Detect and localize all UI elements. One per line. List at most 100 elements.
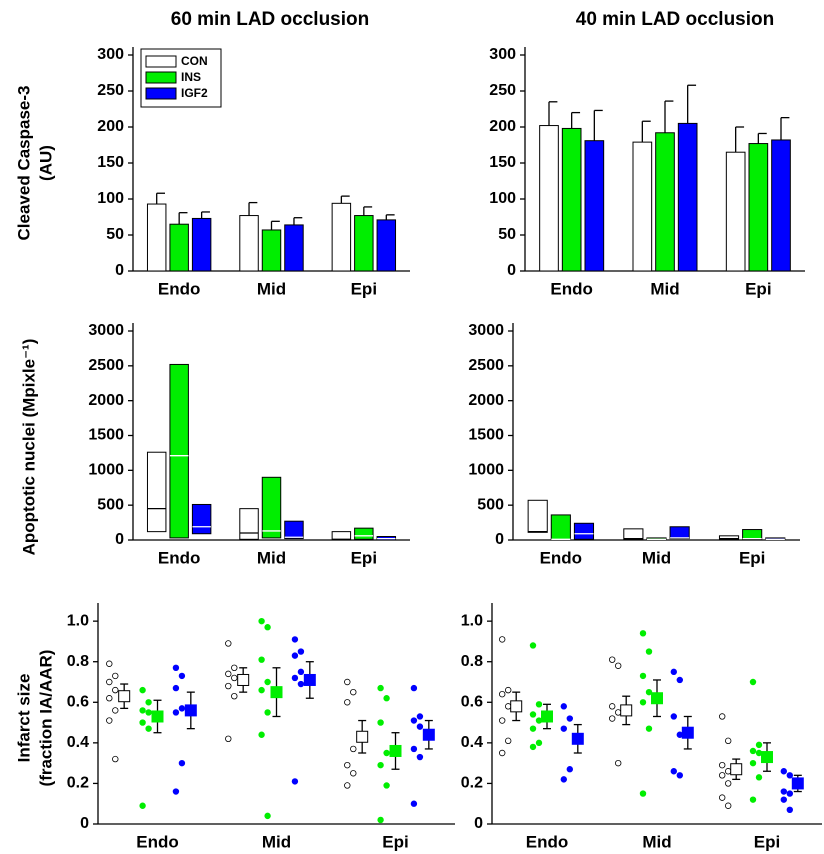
mean-marker bbox=[571, 732, 584, 745]
data-point bbox=[172, 709, 180, 716]
legend-swatch bbox=[145, 55, 177, 68]
y-tick-label: 1.0 bbox=[67, 612, 89, 629]
data-point bbox=[786, 790, 793, 797]
x-tick-label: Mid bbox=[650, 279, 679, 298]
range-bar bbox=[623, 528, 644, 540]
range-bar bbox=[669, 526, 690, 540]
y-tick-label: 2500 bbox=[88, 357, 124, 374]
panel-title: 40 min LAD occlusion bbox=[576, 9, 774, 30]
mean-marker bbox=[541, 710, 553, 723]
bar bbox=[539, 125, 559, 272]
data-point bbox=[645, 688, 653, 696]
data-point bbox=[297, 680, 305, 688]
data-point bbox=[178, 705, 186, 712]
data-point bbox=[112, 707, 119, 714]
y-tick-label: 0 bbox=[115, 531, 124, 548]
data-point bbox=[383, 695, 390, 702]
data-point bbox=[264, 812, 271, 820]
data-point bbox=[112, 755, 119, 763]
x-tick-label: Epi bbox=[382, 832, 408, 851]
y-tick-label: 0 bbox=[474, 815, 483, 832]
data-point bbox=[670, 768, 677, 775]
x-tick-label: Endo bbox=[136, 832, 179, 851]
data-point bbox=[344, 782, 351, 789]
mean-marker bbox=[761, 751, 773, 764]
data-point bbox=[297, 648, 305, 655]
data-point bbox=[529, 743, 537, 751]
panel-title: 60 min LAD occlusion bbox=[171, 9, 369, 30]
data-point bbox=[609, 715, 616, 722]
bar bbox=[677, 122, 698, 272]
range-bar bbox=[284, 520, 304, 540]
mean-marker bbox=[237, 673, 250, 686]
range-bar bbox=[239, 508, 259, 540]
y-tick-label: 0 bbox=[80, 815, 89, 832]
data-point bbox=[719, 761, 726, 769]
legend-label: IGF2 bbox=[181, 86, 208, 100]
y-tick-label: 150 bbox=[97, 154, 124, 171]
mean-marker bbox=[270, 686, 283, 699]
data-point bbox=[749, 747, 757, 755]
data-point bbox=[505, 703, 512, 710]
mean-marker bbox=[151, 710, 164, 723]
data-point bbox=[377, 684, 384, 692]
range-bar bbox=[550, 514, 571, 541]
y-tick-label: 1.0 bbox=[461, 612, 483, 629]
mean-marker bbox=[389, 744, 402, 757]
x-tick-label: Epi bbox=[351, 548, 377, 567]
bar bbox=[261, 229, 282, 272]
data-point bbox=[529, 642, 537, 649]
data-point bbox=[291, 778, 299, 785]
data-point bbox=[529, 725, 537, 732]
data-point bbox=[264, 678, 271, 686]
bar bbox=[584, 140, 605, 272]
y-tick-label: 0 bbox=[507, 262, 516, 279]
data-point bbox=[535, 739, 543, 747]
range-bar bbox=[573, 522, 595, 540]
x-tick-label: Endo bbox=[526, 832, 569, 851]
data-point bbox=[291, 674, 299, 682]
y-tick-label: 2500 bbox=[468, 357, 504, 374]
data-point bbox=[231, 674, 238, 682]
data-point bbox=[615, 759, 622, 767]
data-point bbox=[264, 624, 271, 631]
data-point bbox=[145, 725, 152, 732]
data-point bbox=[297, 668, 305, 676]
y-axis-label: (AU) bbox=[36, 145, 55, 181]
y-tick-label: 300 bbox=[97, 46, 124, 63]
y-tick-label: 50 bbox=[498, 226, 516, 243]
data-point bbox=[499, 749, 506, 757]
y-tick-label: 1000 bbox=[88, 462, 124, 479]
data-point bbox=[786, 772, 793, 779]
data-point bbox=[645, 725, 653, 732]
data-point bbox=[780, 768, 787, 775]
data-point bbox=[172, 788, 180, 795]
data-point bbox=[529, 711, 537, 718]
y-tick-label: 0.8 bbox=[461, 653, 483, 670]
data-point bbox=[755, 749, 763, 757]
data-point bbox=[145, 699, 152, 706]
data-point bbox=[615, 662, 622, 669]
legend-swatch bbox=[145, 71, 177, 84]
data-point bbox=[225, 640, 232, 647]
y-tick-label: 250 bbox=[489, 82, 516, 99]
bar bbox=[725, 151, 746, 272]
data-point bbox=[350, 770, 357, 777]
data-point bbox=[145, 709, 152, 716]
bar bbox=[169, 223, 189, 272]
data-point bbox=[383, 749, 390, 757]
data-point bbox=[258, 617, 265, 625]
y-tick-label: 500 bbox=[97, 496, 124, 513]
bar bbox=[354, 215, 374, 272]
data-point bbox=[725, 780, 732, 787]
data-point bbox=[410, 684, 418, 692]
y-tick-label: 3000 bbox=[88, 322, 124, 339]
data-point bbox=[344, 761, 351, 769]
data-point bbox=[377, 719, 384, 726]
data-point bbox=[106, 660, 113, 667]
data-point bbox=[499, 717, 506, 724]
legend-label: INS bbox=[181, 70, 201, 84]
data-point bbox=[639, 790, 647, 797]
data-point bbox=[725, 737, 732, 745]
